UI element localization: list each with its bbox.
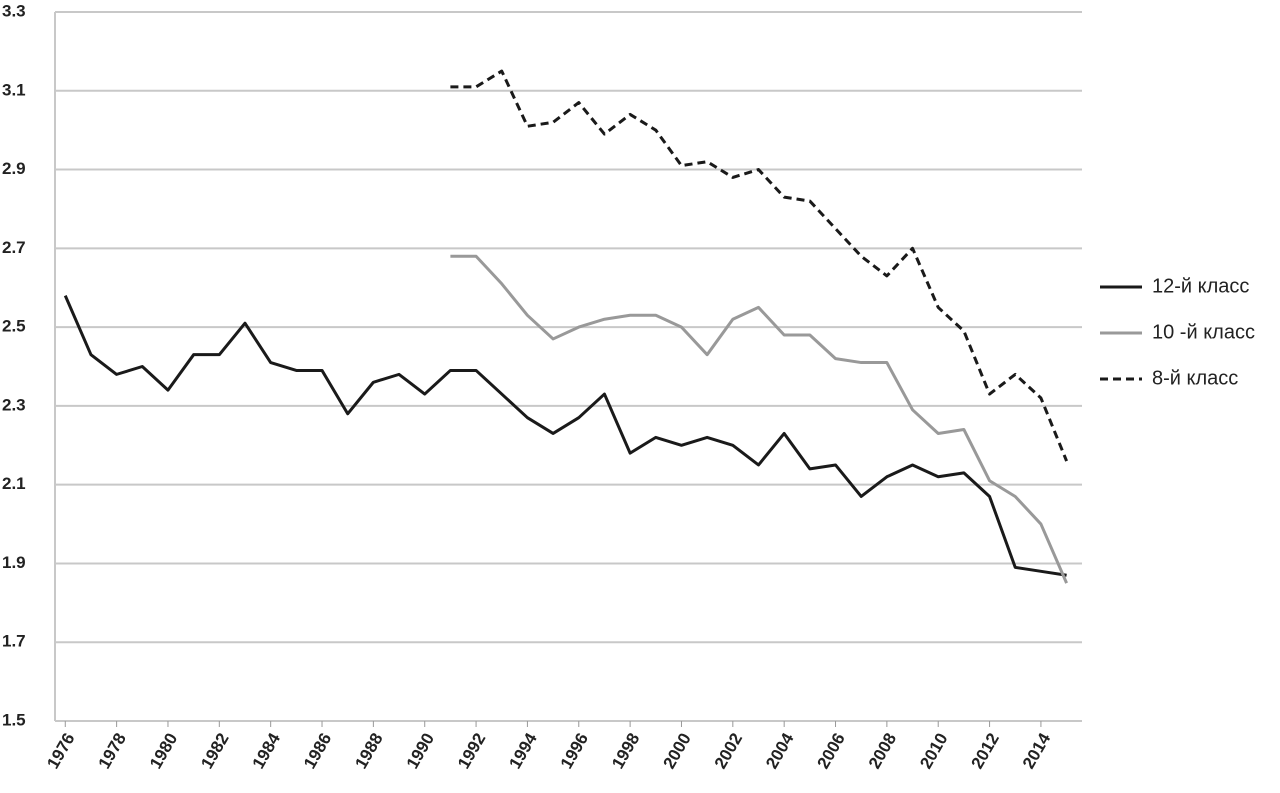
legend-label: 12-й класс xyxy=(1152,275,1249,297)
x-tick-label: 1996 xyxy=(557,730,592,772)
series-line xyxy=(63,295,1067,577)
x-tick-label: 1984 xyxy=(249,729,285,772)
y-tick-label: 2.9 xyxy=(2,159,26,178)
y-tick-label: 3.1 xyxy=(2,80,26,99)
legend-label: 10 -й класс xyxy=(1152,321,1255,343)
x-tick-label: 2010 xyxy=(916,730,951,772)
legend-label: 8-й класс xyxy=(1152,367,1238,389)
y-tick-label: 2.7 xyxy=(2,238,26,257)
y-tick-label: 1.9 xyxy=(2,553,26,572)
y-tick-label: 2.1 xyxy=(2,474,26,493)
x-tick-label: 2012 xyxy=(968,730,1003,772)
x-tick-label: 1990 xyxy=(403,730,438,772)
x-tick-label: 2014 xyxy=(1019,729,1055,772)
x-tick-label: 2000 xyxy=(659,730,694,772)
x-tick-label: 1976 xyxy=(43,730,78,772)
x-tick-label: 1982 xyxy=(197,730,232,772)
x-tick-label: 2002 xyxy=(711,730,746,772)
x-tick-label: 2008 xyxy=(865,730,900,772)
x-tick-label: 1980 xyxy=(146,730,181,772)
x-tick-label: 1994 xyxy=(505,729,541,772)
x-tick-label: 1986 xyxy=(300,730,335,772)
x-tick-label: 1978 xyxy=(95,730,130,772)
y-tick-label: 3.3 xyxy=(2,1,26,20)
y-tick-label: 2.3 xyxy=(2,395,26,414)
y-tick-label: 2.5 xyxy=(2,317,26,336)
x-tick-label: 2004 xyxy=(762,729,798,772)
y-tick-label: 1.5 xyxy=(2,710,26,729)
x-tick-label: 2006 xyxy=(813,730,848,772)
x-tick-label: 1998 xyxy=(608,730,643,772)
series-line xyxy=(450,254,1068,584)
x-tick-label: 1992 xyxy=(454,730,489,772)
y-tick-label: 1.7 xyxy=(2,632,26,651)
series-line xyxy=(450,69,1068,462)
x-tick-label: 1988 xyxy=(351,730,386,772)
